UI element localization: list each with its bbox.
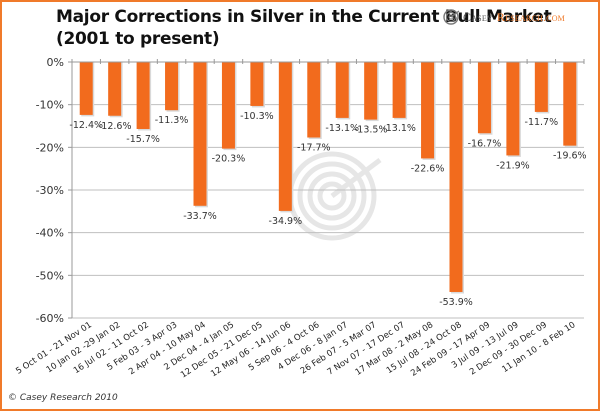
bar bbox=[534, 62, 548, 112]
data-label: -20.3% bbox=[212, 154, 246, 165]
data-label: -10.3% bbox=[240, 111, 274, 122]
watermark-logo-icon bbox=[287, 151, 382, 241]
data-label: -53.9% bbox=[439, 297, 473, 308]
bar bbox=[335, 62, 349, 118]
watermark-ring bbox=[297, 161, 367, 231]
data-labels: -12.4%-12.6% -15.7% -11.3% -33.7% -20.3% -10.… bbox=[69, 111, 586, 308]
data-label: -11.7% bbox=[525, 117, 559, 128]
data-label: -16.7% bbox=[468, 138, 502, 149]
y-tick-label: -30% bbox=[36, 184, 64, 197]
y-tick-label: 0% bbox=[47, 56, 64, 69]
data-label: -34.9% bbox=[269, 216, 303, 227]
data-label: -19.6% bbox=[553, 151, 587, 162]
bar bbox=[506, 62, 520, 156]
bar bbox=[449, 62, 463, 292]
copyright-text: © Casey Research 2010 bbox=[8, 393, 118, 403]
bar bbox=[421, 62, 435, 159]
bar bbox=[79, 62, 93, 115]
data-label: -13.1% bbox=[325, 123, 359, 134]
y-axis: 0% -10% -20% -30% -40% -50% -60% bbox=[36, 56, 73, 325]
data-label: -12.6% bbox=[98, 121, 132, 132]
chart-title: Major Corrections in Silver in the Curre… bbox=[56, 6, 552, 50]
y-tick-label: -10% bbox=[36, 99, 64, 112]
logo-text-casey: Casey bbox=[463, 9, 493, 24]
casey-logo-icon bbox=[443, 9, 460, 25]
bars bbox=[79, 62, 578, 294]
data-label: -22.6% bbox=[411, 163, 445, 174]
data-label: -11.3% bbox=[155, 115, 189, 126]
y-tick-label: -40% bbox=[36, 227, 64, 240]
chart-title-line1: Major Corrections in Silver in the Curre… bbox=[56, 7, 552, 27]
bar bbox=[165, 62, 179, 111]
data-label: -17.7% bbox=[297, 143, 331, 154]
bar bbox=[477, 62, 491, 134]
data-label: -13.1% bbox=[382, 123, 416, 134]
gridlines bbox=[72, 104, 584, 319]
data-label: -21.9% bbox=[496, 160, 530, 171]
bar bbox=[364, 62, 378, 120]
data-label: -13.5% bbox=[354, 125, 388, 136]
casey-research-logo: Casey Research.com bbox=[442, 8, 565, 26]
y-tick-label: -50% bbox=[36, 269, 64, 282]
bar bbox=[193, 62, 207, 206]
y-tick-label: -20% bbox=[36, 141, 64, 154]
data-label: -12.4% bbox=[69, 120, 103, 131]
bar bbox=[563, 62, 577, 146]
data-label: -15.7% bbox=[126, 134, 160, 145]
logo-text-research: Research.com bbox=[496, 9, 565, 24]
bar bbox=[307, 62, 321, 138]
bar bbox=[278, 62, 292, 211]
bar bbox=[108, 62, 122, 116]
bar bbox=[221, 62, 235, 149]
watermark-ring bbox=[317, 181, 347, 211]
data-label: -33.7% bbox=[183, 211, 217, 222]
bar bbox=[392, 62, 406, 118]
chart-title-line2: (2001 to present) bbox=[56, 29, 220, 49]
bar bbox=[250, 62, 264, 106]
bar bbox=[136, 62, 150, 129]
y-tick-label: -60% bbox=[36, 312, 64, 325]
watermark-ring bbox=[307, 171, 357, 221]
